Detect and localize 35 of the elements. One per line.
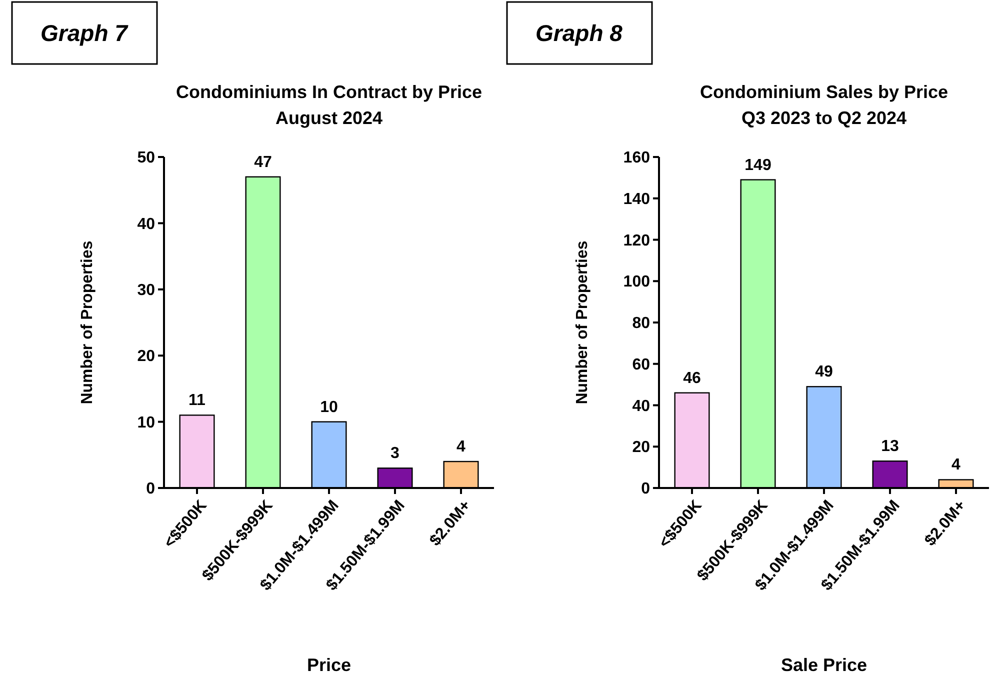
y-axis-title: Number of Properties	[79, 240, 96, 404]
data-label: 4	[952, 456, 961, 474]
y-tick-label: 60	[632, 356, 650, 374]
data-label: 10	[320, 398, 338, 416]
y-tick-label: 0	[146, 480, 156, 498]
y-tick-label: 40	[632, 398, 650, 415]
y-tick-label: 80	[632, 315, 650, 332]
data-label: 13	[881, 438, 899, 456]
chart-subtitle: Q3 2023 to Q2 2024	[741, 108, 907, 128]
y-tick-label: 20	[137, 348, 156, 366]
y-tick-label: 100	[623, 274, 650, 291]
data-label: 46	[683, 370, 701, 387]
y-tick-label: 20	[632, 439, 650, 456]
x-axis-title: Price	[306, 655, 352, 675]
y-tick-label: 50	[137, 150, 156, 167]
chart-title: Condominium Sales by Price	[700, 82, 948, 102]
y-tick-label: 120	[623, 232, 650, 250]
data-label: 49	[815, 364, 833, 381]
chart-title: Condominiums In Contract by Price	[176, 82, 482, 102]
y-axis-title: Number of Properties	[574, 240, 591, 404]
data-label: 4	[456, 438, 466, 456]
data-label: 149	[744, 156, 772, 174]
caption: Graph 7	[40, 20, 129, 46]
data-label: 11	[188, 392, 206, 410]
y-tick-label: 140	[623, 190, 650, 208]
y-tick-label: 30	[137, 282, 156, 299]
x-axis-title: Sale Price	[780, 655, 868, 675]
data-label: 3	[390, 445, 400, 462]
chart-subtitle: August 2024	[275, 108, 383, 128]
y-tick-label: 160	[623, 150, 650, 167]
y-tick-label: 10	[137, 414, 156, 432]
data-label: 47	[254, 154, 272, 171]
caption: Graph 8	[536, 20, 623, 46]
y-tick-label: 40	[137, 216, 156, 233]
y-tick-label: 0	[641, 480, 650, 498]
